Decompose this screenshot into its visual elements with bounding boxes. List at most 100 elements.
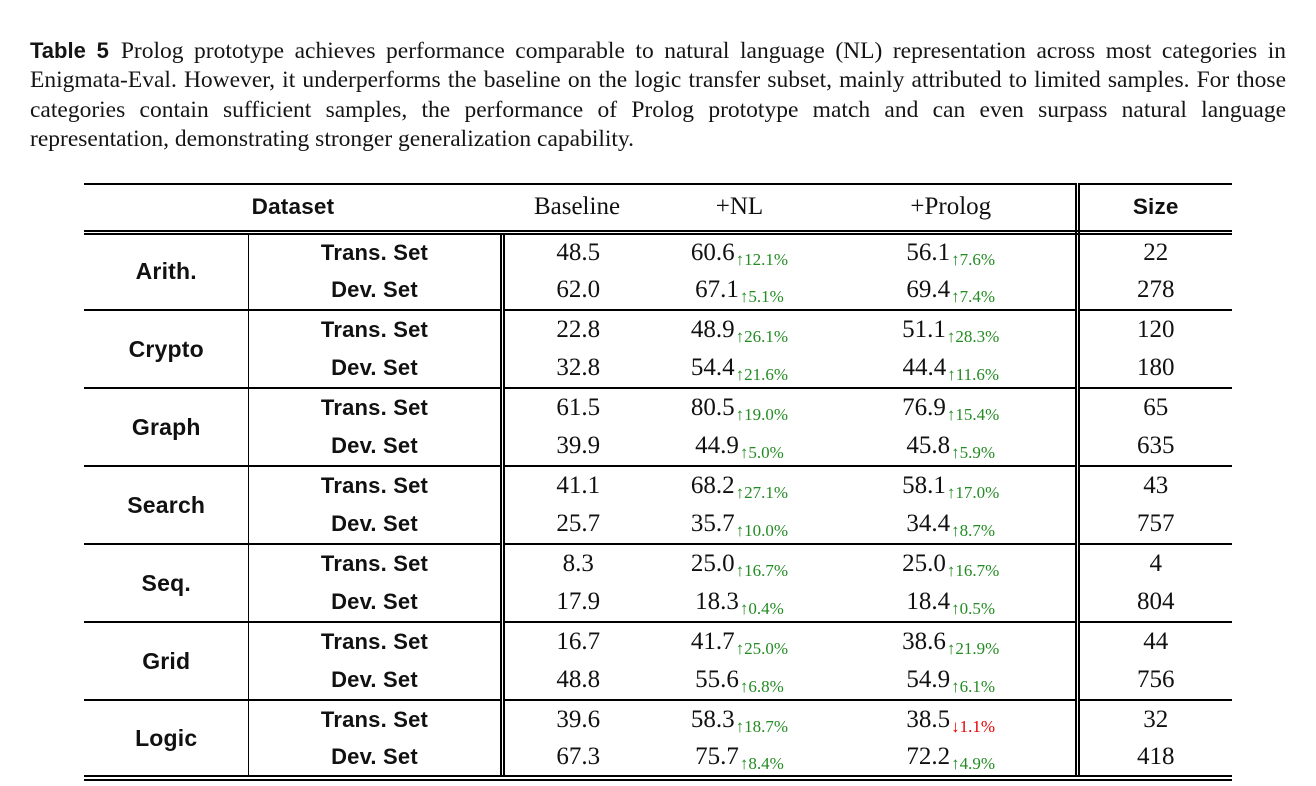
table-row: Search Trans. Set 41.1 68.2↑27.1% 58.1↑1… bbox=[83, 466, 1232, 544]
nl-delta: ↑21.6% bbox=[735, 365, 789, 384]
prolog-delta: ↑28.3% bbox=[946, 327, 1000, 346]
nl-value: 44.9 bbox=[695, 432, 739, 459]
cell-nl: 41.7↑25.0% bbox=[652, 622, 827, 661]
prolog-value: 45.8 bbox=[906, 432, 951, 459]
prolog-delta: ↑16.7% bbox=[946, 561, 1000, 580]
header-dataset: Dataset bbox=[83, 183, 502, 235]
cell-baseline: 48.5 bbox=[556, 238, 601, 266]
set-label: Trans. Set bbox=[248, 232, 505, 271]
cell-baseline: 48.8 bbox=[556, 666, 601, 693]
prolog-delta: ↑15.4% bbox=[946, 405, 1000, 424]
cell-prolog: 69.4↑7.4% bbox=[827, 271, 1080, 310]
nl-value: 75.7 bbox=[695, 743, 739, 770]
cell-size: 43 bbox=[1143, 472, 1169, 499]
nl-value: 54.4 bbox=[690, 354, 735, 381]
cell-nl: 18.3↑0.4% bbox=[652, 583, 827, 622]
cell-prolog: 72.2↑4.9% bbox=[827, 739, 1080, 778]
results-table: Dataset Baseline +NL +Prolog Size Arith.… bbox=[83, 182, 1232, 782]
prolog-value: 54.9 bbox=[906, 666, 951, 693]
cell-size: 278 bbox=[1137, 276, 1175, 303]
prolog-delta: ↑8.7% bbox=[951, 521, 996, 540]
cell-prolog: 45.8↑5.9% bbox=[827, 427, 1080, 466]
cell-baseline: 67.3 bbox=[556, 743, 601, 770]
group-grid: Grid Trans. Set 16.7 41.7↑25.0% 38.6↑21.… bbox=[83, 622, 1232, 700]
cell-prolog: 34.4↑8.7% bbox=[827, 505, 1080, 544]
set-label: Dev. Set bbox=[248, 349, 505, 388]
cell-baseline: 61.5 bbox=[556, 394, 601, 421]
cell-nl: 25.0↑16.7% bbox=[652, 544, 827, 583]
table-row: Crypto Trans. Set 22.8 48.9↑26.1% 51.1↑2… bbox=[83, 310, 1232, 388]
category-label: Logic bbox=[83, 700, 250, 778]
set-label: Trans. Set bbox=[248, 466, 505, 505]
cell-nl: 60.6↑12.1% bbox=[652, 232, 827, 271]
cell-prolog: 76.9↑15.4% bbox=[827, 388, 1080, 427]
prolog-delta: ↑5.9% bbox=[951, 443, 996, 462]
table-row: Dev. Set 25.7 35.7↑10.0% 34.4↑8.7% 757 bbox=[84, 505, 1232, 544]
cell-prolog: 38.5↓1.1% bbox=[827, 700, 1080, 739]
nl-value: 18.3 bbox=[695, 588, 739, 615]
cell-size: 418 bbox=[1137, 743, 1175, 770]
nl-delta: ↑19.0% bbox=[735, 405, 789, 424]
prolog-delta: ↑0.5% bbox=[951, 599, 996, 618]
category-label: Search bbox=[83, 466, 250, 544]
prolog-delta: ↓1.1% bbox=[951, 717, 996, 736]
nl-value: 41.7 bbox=[690, 628, 735, 655]
prolog-value: 34.4 bbox=[906, 510, 951, 537]
set-label: Trans. Set bbox=[248, 310, 505, 349]
cell-baseline: 17.9 bbox=[556, 588, 601, 615]
cell-nl: 67.1↑5.1% bbox=[652, 271, 827, 310]
cell-size: 4 bbox=[1149, 550, 1163, 577]
nl-value: 55.6 bbox=[695, 666, 739, 693]
table-caption-text: Prolog prototype achieves performance co… bbox=[30, 37, 1286, 153]
header-baseline: Baseline bbox=[502, 183, 652, 235]
prolog-value: 18.4 bbox=[906, 588, 951, 615]
cell-size: 32 bbox=[1143, 706, 1169, 733]
prolog-delta: ↑7.6% bbox=[951, 249, 996, 269]
category-label: Arith. bbox=[83, 232, 250, 310]
prolog-value: 38.6 bbox=[902, 628, 946, 655]
cell-nl: 68.2↑27.1% bbox=[652, 466, 827, 505]
cell-baseline: 8.3 bbox=[562, 550, 594, 577]
cell-prolog: 54.9↑6.1% bbox=[827, 661, 1080, 700]
cell-size: 44 bbox=[1143, 628, 1169, 655]
prolog-delta: ↑17.0% bbox=[946, 483, 1000, 502]
cell-size: 757 bbox=[1137, 510, 1175, 537]
cell-baseline: 62.0 bbox=[556, 276, 601, 303]
cell-baseline: 25.7 bbox=[556, 510, 601, 537]
prolog-value: 56.1 bbox=[906, 238, 951, 266]
cell-size: 22 bbox=[1143, 238, 1169, 266]
table-row: Dev. Set 39.9 44.9↑5.0% 45.8↑5.9% 635 bbox=[84, 427, 1232, 466]
prolog-value: 51.1 bbox=[902, 316, 946, 343]
nl-value: 58.3 bbox=[690, 706, 735, 733]
prolog-delta: ↑7.4% bbox=[951, 287, 996, 306]
cell-prolog: 51.1↑28.3% bbox=[827, 310, 1080, 349]
cell-size: 804 bbox=[1137, 588, 1175, 615]
nl-delta: ↑16.7% bbox=[735, 561, 789, 580]
nl-delta: ↑10.0% bbox=[735, 521, 789, 540]
cell-prolog: 58.1↑17.0% bbox=[827, 466, 1080, 505]
prolog-value: 44.4 bbox=[902, 354, 947, 381]
nl-delta: ↑8.4% bbox=[739, 754, 784, 773]
nl-delta: ↑0.4% bbox=[739, 599, 784, 618]
nl-delta: ↑27.1% bbox=[735, 483, 789, 502]
table-header: Dataset Baseline +NL +Prolog Size bbox=[83, 183, 1232, 235]
table-row: Dev. Set 32.8 54.4↑21.6% 44.4↑11.6% 180 bbox=[84, 349, 1232, 388]
nl-value: 67.1 bbox=[695, 276, 739, 303]
set-label: Dev. Set bbox=[248, 505, 505, 544]
prolog-delta: ↑4.9% bbox=[951, 754, 996, 773]
cell-prolog: 44.4↑11.6% bbox=[827, 349, 1080, 388]
set-label: Dev. Set bbox=[248, 271, 505, 310]
cell-prolog: 25.0↑16.7% bbox=[827, 544, 1080, 583]
nl-value: 60.6 bbox=[690, 238, 735, 266]
table-caption-label: Table 5 bbox=[30, 37, 109, 63]
cell-baseline: 16.7 bbox=[556, 628, 601, 655]
cell-nl: 75.7↑8.4% bbox=[652, 739, 827, 778]
cell-size: 120 bbox=[1137, 316, 1175, 343]
cell-nl: 80.5↑19.0% bbox=[652, 388, 827, 427]
group-arith: Arith. Trans. Set 48.5 60.6↑12.1% 56.1↑7… bbox=[83, 232, 1232, 310]
cell-nl: 54.4↑21.6% bbox=[652, 349, 827, 388]
header-size: Size bbox=[1077, 183, 1232, 235]
prolog-delta: ↑21.9% bbox=[946, 639, 1000, 658]
set-label: Dev. Set bbox=[248, 739, 505, 778]
